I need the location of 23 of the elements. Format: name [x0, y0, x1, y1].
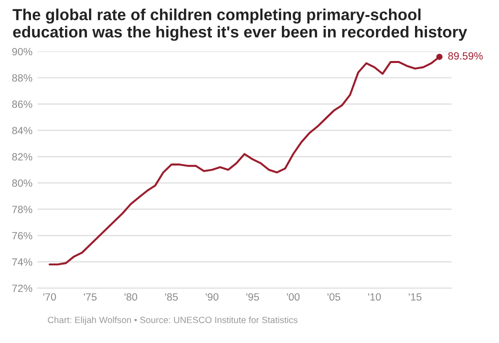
annotation: 89.59%: [448, 52, 483, 60]
x-tick-label: '75: [84, 293, 97, 301]
y-tick-label: 80%: [12, 179, 32, 187]
y-tick-label: 72%: [12, 284, 32, 292]
text: Chart: Elijah Wolfson • Source: UNESCO Institute for Statistics: [48, 316, 298, 325]
x-tick-label: '10: [368, 293, 381, 301]
y-tick-label: 76%: [12, 232, 32, 240]
x-tick-label: '15: [408, 293, 422, 301]
x-tick-label: '05: [328, 293, 340, 301]
y-tick-label: 84%: [12, 126, 32, 134]
x-tick-label: '70: [43, 293, 56, 301]
x-tick-label: '00: [286, 293, 300, 301]
x-tick-label: '80: [124, 293, 138, 301]
y-tick-label: 82%: [12, 153, 32, 161]
y-tick-label: 88%: [12, 74, 32, 82]
y-tick-label: 86%: [12, 100, 32, 108]
x-tick-label: '85: [165, 293, 178, 301]
x-tick-label: '95: [246, 293, 259, 301]
chart-title: The global rate of children completing primary-school education was the highest it's ever been in recorded history: [12, 8, 468, 41]
y-tick-label: 90%: [12, 48, 32, 56]
y-tick-label: 74%: [12, 258, 32, 266]
x-tick-label: '90: [206, 293, 218, 301]
y-tick-label: 78%: [12, 206, 32, 214]
